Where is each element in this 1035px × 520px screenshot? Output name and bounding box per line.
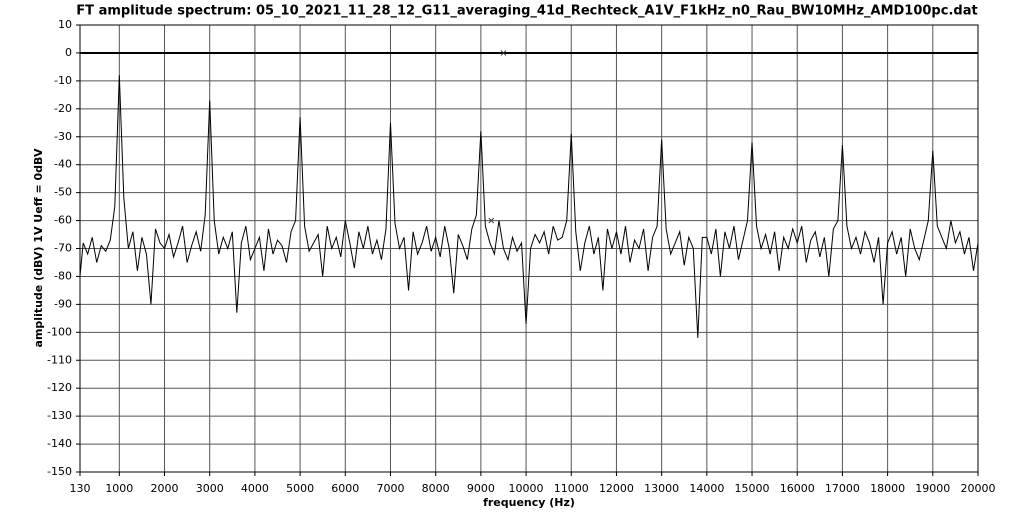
x-tick-label: 17000 [825,482,860,495]
cursor-marker-stroke [488,217,495,224]
y-tick-label: -50 [54,186,72,199]
x-tick-label: 8000 [422,482,450,495]
y-tick-label: 10 [58,18,72,31]
x-tick-label: 20000 [961,482,996,495]
y-tick-label: -40 [54,158,72,171]
chart-title: FT amplitude spectrum: 05_10_2021_11_28_… [76,4,977,19]
y-axis-label: amplitude (dBV) 1V Ueff = 0dBV [32,148,45,347]
x-tick-label: 16000 [780,482,815,495]
x-tick-label: 1000 [105,482,133,495]
y-tick-label: -60 [54,214,72,227]
x-tick-label: 12000 [599,482,634,495]
x-tick-label: 4000 [241,482,269,495]
x-tick-label: 7000 [376,482,404,495]
x-tick-label: 18000 [870,482,905,495]
x-tick-label: 10000 [509,482,544,495]
y-tick-label: -10 [54,74,72,87]
x-tick-label: 130 [70,482,91,495]
y-tick-label: -20 [54,102,72,115]
cursor-marker [500,50,507,56]
y-tick-label: -100 [47,325,72,338]
x-axis-label: frequency (Hz) [483,496,575,509]
x-tick-label: 5000 [286,482,314,495]
x-tick-label: 13000 [644,482,679,495]
y-tick-label: -120 [47,381,72,394]
x-tick-label: 6000 [331,482,359,495]
x-tick-label: 9000 [467,482,495,495]
x-tick-label: 19000 [915,482,950,495]
y-tick-label: 0 [65,46,72,59]
x-tick-label: 2000 [151,482,179,495]
y-tick-label: -30 [54,130,72,143]
x-tick-label: 11000 [554,482,589,495]
y-tick-label: -110 [47,353,72,366]
y-tick-label: -80 [54,269,72,282]
y-tick-label: -90 [54,297,72,310]
x-tick-label: 14000 [689,482,724,495]
plot-frame [79,24,979,473]
y-tick-label: -150 [47,465,72,478]
cursor-marker [488,217,495,224]
y-tick-label: -130 [47,409,72,422]
x-tick-label: 3000 [196,482,224,495]
x-tick-label: 15000 [735,482,770,495]
y-tick-label: -70 [54,242,72,255]
spectrum-line [79,75,979,338]
y-tick-label: -140 [47,437,72,450]
cursor-marker-stroke [500,50,507,56]
